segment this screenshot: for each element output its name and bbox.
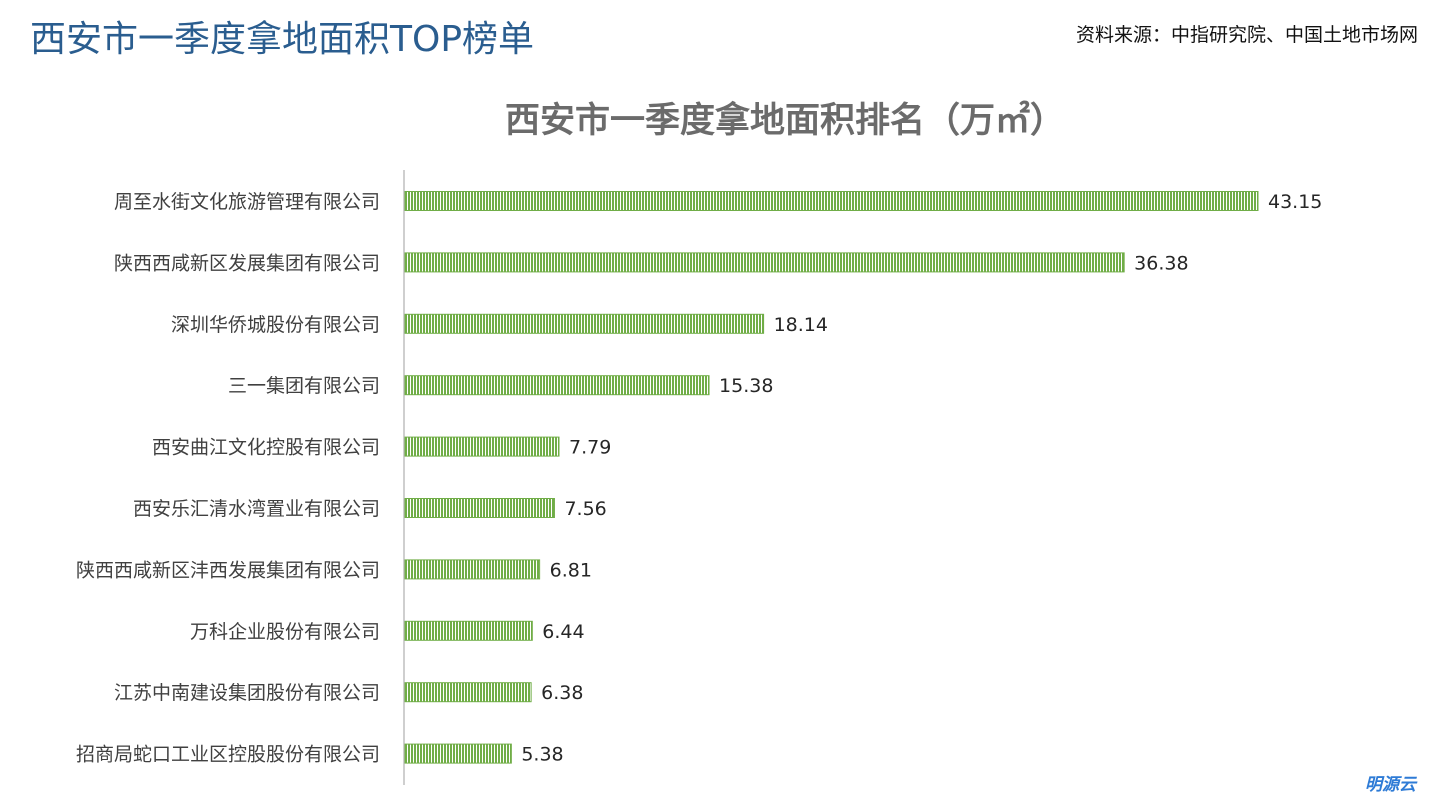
data-label: 36.38	[1134, 252, 1188, 274]
bar	[404, 498, 555, 518]
bar	[404, 559, 541, 580]
bars-layer	[404, 191, 1259, 764]
bar	[404, 313, 765, 334]
bar	[404, 191, 1259, 211]
category-label: 陕西西咸新区发展集团有限公司	[114, 252, 380, 274]
bar	[404, 436, 560, 457]
page-title: 西安市一季度拿地面积TOP榜单	[30, 19, 535, 60]
brand-logo: 明源云	[1365, 775, 1416, 795]
category-label: 西安乐汇清水湾置业有限公司	[133, 498, 380, 520]
category-label: 深圳华侨城股份有限公司	[171, 314, 380, 336]
category-label: 招商局蛇口工业区控股股份有限公司	[76, 744, 380, 766]
bar	[404, 743, 512, 764]
bar	[404, 375, 710, 396]
data-label: 18.14	[774, 314, 828, 336]
data-label: 5.38	[521, 744, 563, 766]
category-label: 万科企业股份有限公司	[190, 621, 380, 643]
data-label: 7.56	[564, 498, 606, 520]
chart-title: 西安市一季度拿地面积排名（万㎡）	[504, 101, 1065, 141]
category-label: 西安曲江文化控股有限公司	[152, 437, 380, 459]
bar	[404, 252, 1125, 273]
category-label: 三一集团有限公司	[228, 375, 380, 397]
data-label: 6.81	[550, 559, 592, 581]
data-label: 6.44	[542, 621, 584, 643]
category-label: 周至水街文化旅游管理有限公司	[114, 191, 380, 213]
data-label: 7.79	[569, 437, 611, 459]
labels-layer: 周至水街文化旅游管理有限公司 43.15 陕西西咸新区发展集团有限公司 36.38 深圳…	[76, 191, 1322, 766]
bar	[404, 682, 532, 703]
data-label: 43.15	[1268, 191, 1322, 213]
data-label: 15.38	[719, 375, 773, 397]
category-label: 江苏中南建设集团股份有限公司	[114, 682, 380, 704]
category-label: 陕西西咸新区沣西发展集团有限公司	[76, 559, 380, 581]
data-label: 6.38	[541, 682, 583, 704]
source-note: 资料来源：中指研究院、中国土地市场网	[1075, 24, 1418, 46]
bar	[404, 620, 533, 641]
